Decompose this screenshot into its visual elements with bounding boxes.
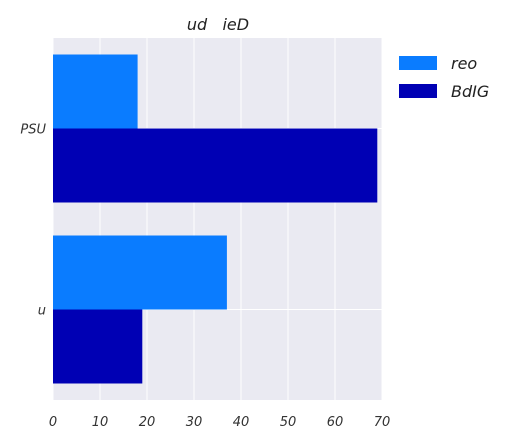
bar-reo-psu — [53, 54, 138, 129]
x-tick-label: 60 — [327, 415, 344, 430]
legend-swatch — [399, 56, 437, 70]
bar-reo-u — [53, 235, 227, 310]
x-tick-label: 30 — [186, 415, 203, 430]
legend: reo BdIG — [399, 54, 489, 101]
x-tick-label: 70 — [374, 415, 391, 430]
legend-label: BdIG — [451, 82, 489, 101]
legend-label: reo — [451, 54, 477, 73]
x-tick-labels: 0 10 20 30 40 50 60 70 — [49, 415, 390, 430]
x-tick-label: 0 — [49, 415, 57, 430]
y-tick-labels: PSU u — [20, 123, 46, 319]
bar-bdig-u — [53, 309, 143, 384]
bars — [53, 54, 378, 384]
legend-swatch — [399, 84, 437, 98]
x-tick-label: 40 — [233, 415, 250, 430]
x-tick-label: 10 — [92, 415, 109, 430]
x-tick-label: 20 — [139, 415, 156, 430]
x-tick-label: 50 — [280, 415, 297, 430]
bar-bdig-psu — [53, 128, 378, 203]
y-tick-label: PSU — [20, 123, 46, 138]
chart-title: ud ieD — [187, 15, 249, 34]
y-tick-label: u — [38, 304, 46, 319]
